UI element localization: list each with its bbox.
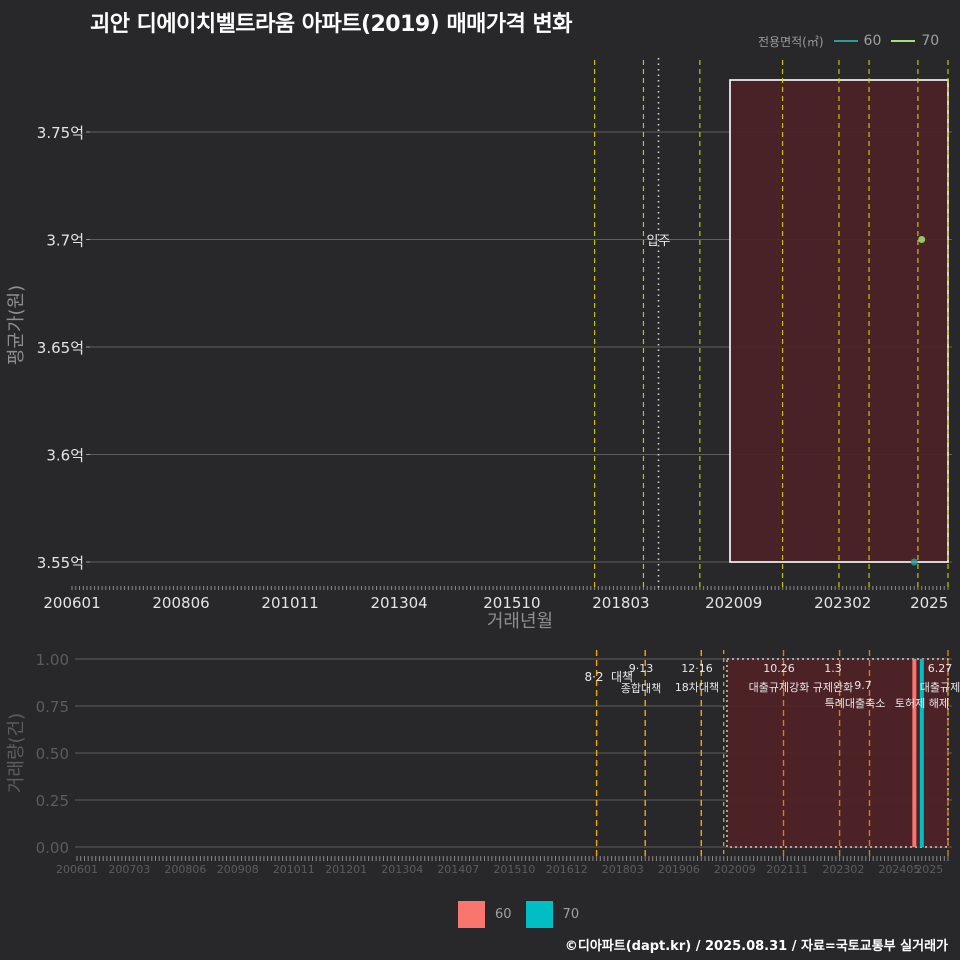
volume-x-tick-label-3: 200908 (217, 863, 259, 876)
legend-label-60: 60 (863, 33, 882, 49)
volume-y-tick-label-2: 0.50 (36, 745, 69, 763)
volume-x-tick-label-15: 202405 (878, 863, 920, 876)
price-x-tick-label-3: 201304 (370, 594, 427, 612)
price-x-tick-label-4: 201510 (483, 594, 540, 612)
volume-x-tick-label-16: 2025 (915, 863, 943, 876)
volume-x-tick-label-7: 201407 (437, 863, 479, 876)
volume-x-tick-label-14: 202302 (822, 863, 864, 876)
price-point-60-0 (910, 558, 918, 566)
price-x-minor-ticks (71, 586, 949, 590)
volume-chart: 0.00 0.25 0.50 0.75 1.00 200601 200703 200806 20… (6, 650, 960, 876)
volume-bar-60-0 (912, 659, 917, 847)
price-x-tick-label-2: 201011 (261, 594, 318, 612)
volume-x-tick-label-9: 201612 (546, 863, 588, 876)
volume-event-date-1: 9·13 (629, 662, 654, 675)
price-point-70-0 (918, 236, 926, 243)
volume-event-label-3: 대출규제강화 (749, 681, 810, 694)
volume-extra-label-0: 토허제 해제 (895, 696, 949, 710)
price-x-tick-label-0: 200601 (43, 594, 100, 612)
price-x-tick-label-8: 2025 (910, 594, 948, 612)
volume-legend-swatch-60 (458, 901, 485, 928)
volume-y-tick-label-4: 1.00 (36, 651, 69, 669)
volume-x-tick-label-4: 201011 (273, 863, 315, 876)
volume-y-tick-label-0: 0.00 (36, 839, 69, 857)
volume-y-tick-label-1: 0.25 (36, 792, 69, 810)
volume-legend: 60 70 (458, 901, 593, 928)
legend-key-60 (833, 40, 858, 42)
price-x-tick-label-6: 202009 (705, 594, 762, 612)
volume-bar-70-0 (919, 659, 924, 847)
price-x-tick-label-7: 202302 (814, 594, 871, 612)
price-y-tick-label-3: 3.7억 (46, 232, 84, 250)
volume-x-tick-label-6: 201304 (381, 863, 423, 876)
volume-y-axis-title: 거래량(건) (6, 713, 27, 793)
volume-x-tick-label-13: 202111 (766, 863, 808, 876)
legend-area: 전용면적(㎡) 60 70 (758, 32, 945, 50)
legend-key-70 (891, 40, 916, 42)
volume-y-tick-label-3: 0.75 (36, 698, 69, 716)
volume-event-date-4: 1.3 (824, 662, 842, 675)
price-annotation-label-0: 입주 (647, 234, 671, 249)
volume-event-label-5: 특례대출축소 (825, 697, 886, 710)
volume-event-date-6: 6.27 (928, 662, 953, 675)
price-x-axis-title: 거래년월 (487, 611, 553, 632)
volume-event-date-2: 12·16 (681, 662, 713, 675)
volume-event-label-6: 대출규제 (920, 681, 960, 694)
volume-legend-label-60: 60 (495, 907, 512, 922)
volume-legend-swatch-70 (525, 901, 553, 928)
volume-x-minor-ticks (76, 856, 949, 861)
volume-x-tick-label-11: 201906 (658, 863, 700, 876)
volume-event-date-0: 8·2 (584, 670, 603, 684)
volume-event-date-5: 9.7 (854, 679, 872, 692)
volume-x-tick-label-8: 201510 (493, 863, 535, 876)
legend-title: 전용면적(㎡) (758, 34, 824, 49)
legend-label-70: 70 (921, 33, 940, 49)
price-x-tick-label-5: 201803 (592, 594, 649, 612)
price-y-tick-label-4: 3.75억 (37, 124, 84, 142)
volume-event-label-4: 규제완화 (813, 681, 853, 694)
price-chart: 3.55억 3.6억 3.65억 3.7억 3.75억 200601 200806 20101… (6, 58, 952, 632)
price-y-tick-label-1: 3.6억 (46, 447, 84, 465)
price-y-tick-label-2: 3.65억 (37, 339, 84, 357)
volume-event-date-3: 10.26 (763, 662, 795, 675)
volume-x-tick-label-1: 200703 (108, 863, 150, 876)
price-y-axis-title: 평균가(원) (6, 285, 27, 365)
volume-x-tick-label-0: 200601 (56, 863, 98, 876)
volume-x-tick-label-12: 202009 (714, 863, 756, 876)
price-x-tick-label-1: 200806 (152, 594, 209, 612)
volume-event-label-1: 종합대책 (621, 682, 661, 695)
chart-title: 괴안 디에이치벨트라움 아파트(2019) 매매가격 변화 (90, 12, 573, 37)
volume-highlight-box (726, 658, 949, 848)
volume-legend-label-70: 70 (562, 907, 580, 922)
volume-x-tick-label-5: 201201 (325, 863, 367, 876)
volume-event-label-2: 18차대책 (675, 681, 719, 694)
volume-x-tick-label-10: 201803 (602, 863, 644, 876)
price-y-tick-label-0: 3.55억 (37, 554, 84, 572)
volume-event-label-0: 대책 (611, 669, 633, 684)
footer-source: ©디아파트(dapt.kr) / 2025.08.31 / 자료=국토교통부 실… (564, 939, 948, 954)
volume-x-tick-label-2: 200806 (164, 863, 206, 876)
